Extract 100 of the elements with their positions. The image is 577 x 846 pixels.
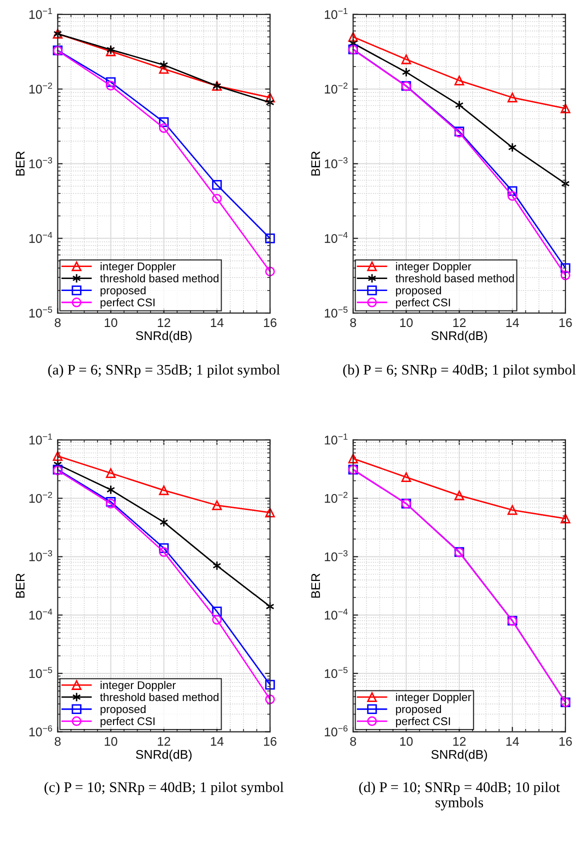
- legend-label: proposed: [396, 286, 441, 297]
- legend-label: perfect CSI: [100, 717, 154, 728]
- point: [508, 186, 518, 196]
- point: [508, 191, 518, 201]
- y-tick-label: 10$^{−4}$: [324, 608, 348, 620]
- legend-label: perfect CSI: [396, 298, 450, 309]
- point: [266, 98, 274, 108]
- point: [265, 234, 275, 244]
- y-tick-label: 10$^{−4}$: [324, 232, 348, 243]
- x-tick-label: 8: [54, 318, 61, 328]
- legend-label: perfect CSI: [100, 298, 154, 309]
- point: [52, 451, 63, 461]
- y-tick-label: 10$^{−1}$: [29, 8, 52, 19]
- point: [106, 77, 116, 87]
- x-tick-label: 14: [506, 737, 519, 746]
- text: (d) P = 10; SNRp = 40dB; 10 pilot symbols: [359, 782, 560, 810]
- legend-label: proposed: [100, 286, 146, 297]
- point: [159, 547, 169, 557]
- point: [265, 508, 275, 518]
- y-tick-label: 10$^{−3}$: [29, 157, 52, 168]
- x-tick-label: 10: [104, 318, 118, 328]
- point: [561, 178, 570, 189]
- point: [454, 490, 464, 500]
- point: [401, 472, 412, 482]
- x-tick-label: 14: [506, 318, 519, 327]
- point: [454, 100, 464, 110]
- y-axis-title: BER: [311, 574, 320, 598]
- y-tick-label: 10$^{−5}$: [29, 667, 52, 678]
- legend-label: proposed: [396, 704, 441, 716]
- legend-label: threshold based method: [100, 692, 218, 702]
- y-tick-label: 10$^{−3}$: [324, 550, 348, 562]
- y-tick-label: 10$^{−2}$: [324, 82, 348, 94]
- legend-label: proposed: [100, 704, 146, 716]
- point: [508, 142, 517, 152]
- point: [106, 468, 116, 478]
- x-axis-title: SNRd(dB): [431, 330, 487, 343]
- x-tick-label: 16: [559, 318, 572, 328]
- point: [348, 38, 358, 48]
- point: [508, 505, 518, 515]
- y-tick-label: 10$^{−1}$: [324, 8, 348, 19]
- x-tick-label: 10: [400, 736, 413, 746]
- point: [212, 560, 222, 571]
- point: [160, 517, 168, 528]
- point: [560, 270, 570, 280]
- point: [402, 67, 411, 78]
- legend-label: integer Doppler: [396, 692, 472, 704]
- x-tick-label: 8: [350, 736, 356, 746]
- x-tick-label: 14: [210, 318, 224, 327]
- text: (b) P = 6; SNRp = 40dB; 1 pilot symbol: [343, 364, 576, 378]
- x-tick-label: 16: [264, 736, 276, 746]
- y-axis-title: BER: [16, 574, 24, 598]
- legend-label: integer Doppler: [100, 680, 176, 692]
- y-tick-label: 10$^{−4}$: [29, 232, 52, 243]
- legend-label: integer Doppler: [396, 262, 472, 273]
- x-tick-label: 8: [350, 318, 356, 328]
- x-axis-title: SNRd(dB): [431, 750, 487, 762]
- y-tick-label: 10$^{−1}$: [29, 434, 52, 444]
- point: [265, 92, 275, 102]
- y-tick-label: 10$^{−2}$: [29, 82, 52, 94]
- y-tick-label: 10$^{−3}$: [324, 157, 348, 168]
- point: [212, 194, 222, 204]
- point: [266, 602, 274, 612]
- y-tick-label: 10$^{−2}$: [29, 492, 52, 503]
- x-tick-label: 8: [54, 736, 61, 746]
- text: (a) P = 6; SNRp = 35dB; 1 pilot symbol: [48, 364, 280, 378]
- legend-label: threshold based method: [396, 274, 514, 282]
- legend-label: perfect CSI: [396, 717, 450, 728]
- point: [560, 104, 570, 114]
- x-tick-label: 16: [264, 318, 276, 328]
- point: [265, 680, 275, 690]
- legend-label: threshold based method: [100, 274, 218, 282]
- y-axis-title: BER: [16, 151, 24, 176]
- point: [265, 694, 275, 704]
- x-tick-label: 16: [559, 736, 572, 746]
- x-tick-label: 14: [210, 737, 224, 746]
- point: [401, 54, 412, 64]
- x-tick-label: 12: [453, 736, 466, 746]
- y-tick-label: 10$^{−5}$: [324, 667, 348, 678]
- x-axis-title: SNRd(dB): [136, 750, 192, 762]
- text: (c) P = 10; SNRp = 40dB; 1 pilot symbol: [44, 782, 284, 796]
- y-tick-label: 10$^{−6}$: [324, 725, 348, 736]
- point: [348, 454, 358, 464]
- legend-label: integer Doppler: [100, 262, 176, 273]
- y-tick-label: 10$^{−3}$: [29, 550, 52, 562]
- point: [53, 460, 62, 470]
- point: [508, 92, 518, 102]
- y-tick-label: 10$^{−1}$: [324, 434, 348, 444]
- point: [560, 263, 570, 273]
- point: [106, 80, 116, 91]
- point: [160, 60, 168, 70]
- x-tick-label: 10: [400, 318, 413, 328]
- point: [212, 614, 222, 625]
- point: [212, 180, 222, 190]
- y-axis-title: BER: [311, 151, 320, 176]
- point: [212, 500, 222, 510]
- point: [454, 76, 464, 86]
- x-tick-label: 12: [453, 318, 466, 327]
- x-tick-label: 12: [158, 318, 170, 327]
- y-tick-label: 10$^{−6}$: [29, 725, 52, 736]
- x-tick-label: 12: [158, 736, 170, 746]
